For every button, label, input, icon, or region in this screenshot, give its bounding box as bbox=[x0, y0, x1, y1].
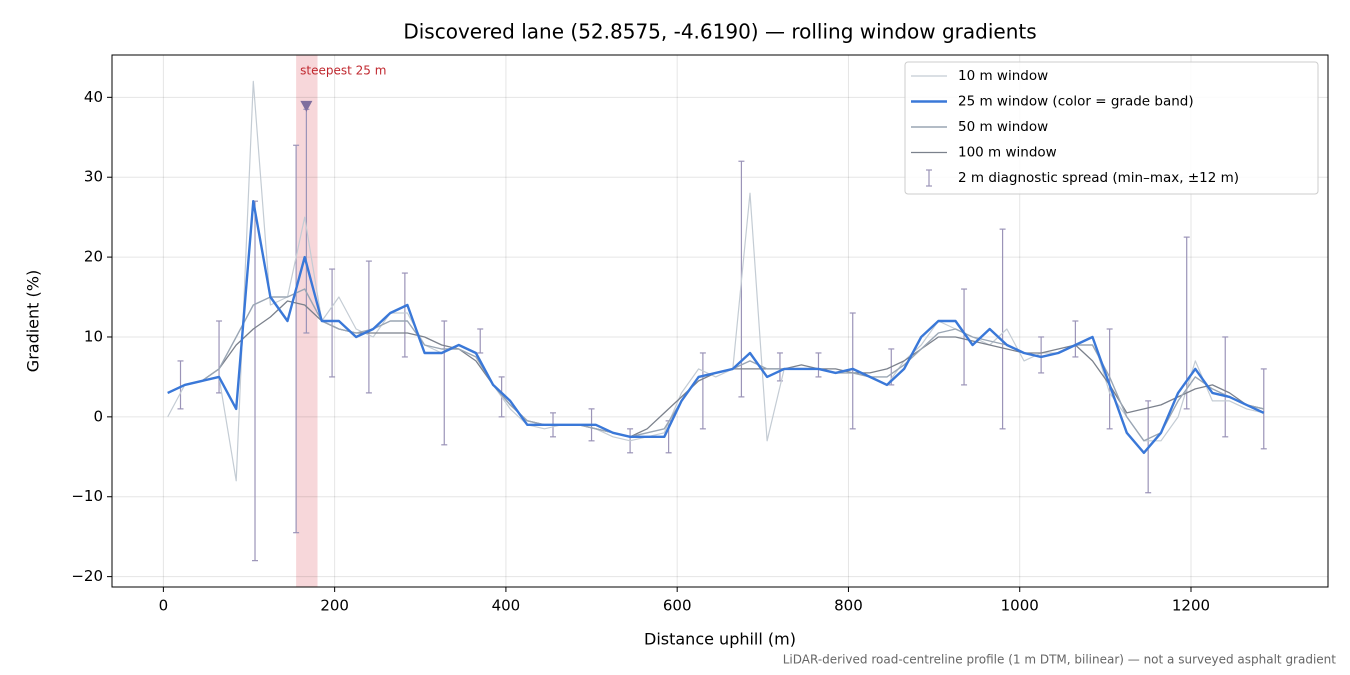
x-tick-label: 200 bbox=[320, 597, 349, 615]
legend-box bbox=[904, 61, 1319, 195]
x-tick-label: 1000 bbox=[1001, 597, 1039, 615]
footnote: LiDAR-derived road-centreline profile (1… bbox=[783, 653, 1337, 667]
y-axis-label: Gradient (%) bbox=[24, 270, 43, 372]
y-tick-label: −20 bbox=[71, 567, 103, 585]
highlight-label: steepest 25 m bbox=[300, 64, 386, 78]
y-tick-label: −10 bbox=[71, 487, 103, 505]
x-tick-label: 1200 bbox=[1172, 597, 1210, 615]
legend-label: 2 m diagnostic spread (min–max, ±12 m) bbox=[958, 170, 1239, 186]
x-tick-label: 800 bbox=[834, 597, 863, 615]
x-tick-label: 600 bbox=[663, 597, 692, 615]
legend-label: 100 m window bbox=[958, 145, 1057, 161]
x-tick-label: 0 bbox=[159, 597, 169, 615]
x-axis-label: Distance uphill (m) bbox=[644, 630, 796, 649]
y-tick-label: 10 bbox=[84, 327, 103, 345]
legend-label: 25 m window (color = grade band) bbox=[958, 94, 1194, 110]
legend-label: 50 m window bbox=[958, 119, 1048, 135]
series-line bbox=[167, 200, 1265, 454]
y-tick-label: 20 bbox=[84, 248, 103, 266]
y-tick-label: 0 bbox=[93, 407, 103, 425]
legend-label: 10 m window bbox=[958, 68, 1048, 84]
plot-frame bbox=[111, 54, 1329, 588]
peak-marker bbox=[300, 100, 313, 112]
y-tick-label: 30 bbox=[84, 168, 103, 186]
chart-title: Discovered lane (52.8575, -4.6190) — rol… bbox=[403, 20, 1036, 44]
y-tick-label: 40 bbox=[84, 88, 103, 106]
x-tick-label: 400 bbox=[492, 597, 521, 615]
